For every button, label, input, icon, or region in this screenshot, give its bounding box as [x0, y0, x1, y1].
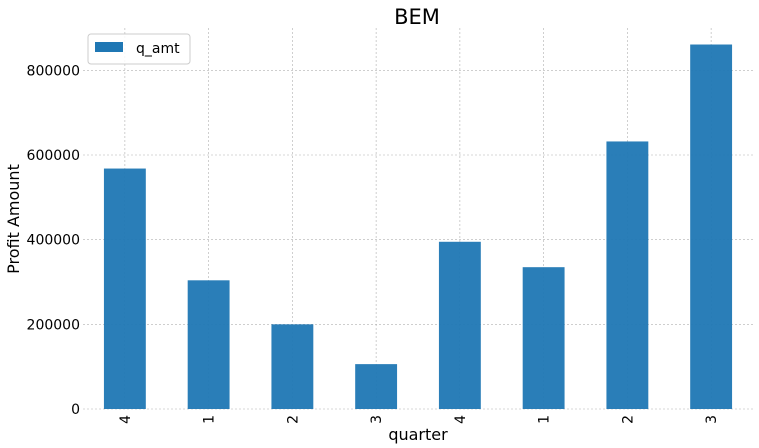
bar — [271, 324, 314, 409]
y-axis-label: Profit Amount — [4, 164, 23, 274]
x-axis-label: quarter — [388, 425, 448, 444]
y-tick-label: 600000 — [27, 148, 80, 164]
x-tick-label: 2 — [620, 415, 636, 424]
chart-title: BEM — [394, 5, 440, 29]
bar — [606, 141, 649, 409]
y-tick-label: 200000 — [27, 317, 80, 333]
x-tick-label: 3 — [704, 415, 720, 424]
x-tick-labels: 4 1 2 3 4 1 2 3 — [118, 415, 720, 424]
x-tick-label: 1 — [537, 415, 553, 424]
x-tick-label: 2 — [285, 415, 301, 424]
legend-label: q_amt — [136, 41, 180, 57]
legend-frame — [87, 33, 191, 65]
y-tick-labels: 0 200000 400000 600000 800000 — [27, 63, 80, 418]
legend: q_amt — [87, 33, 191, 65]
bar — [355, 364, 398, 409]
bar — [522, 267, 565, 409]
x-tick-label: 1 — [202, 415, 218, 424]
bar — [187, 280, 230, 409]
bars — [103, 44, 733, 409]
grid-lines — [83, 28, 753, 410]
x-tick-label: 4 — [118, 415, 134, 424]
y-tick-label: 400000 — [27, 233, 80, 249]
x-tick-label: 3 — [369, 415, 385, 424]
bar — [438, 241, 481, 409]
y-tick-label: 0 — [71, 402, 80, 418]
y-tick-label: 800000 — [27, 63, 80, 79]
legend-swatch — [95, 42, 123, 52]
bar — [690, 44, 733, 409]
x-tick-label: 4 — [453, 415, 469, 424]
bar — [103, 168, 146, 409]
